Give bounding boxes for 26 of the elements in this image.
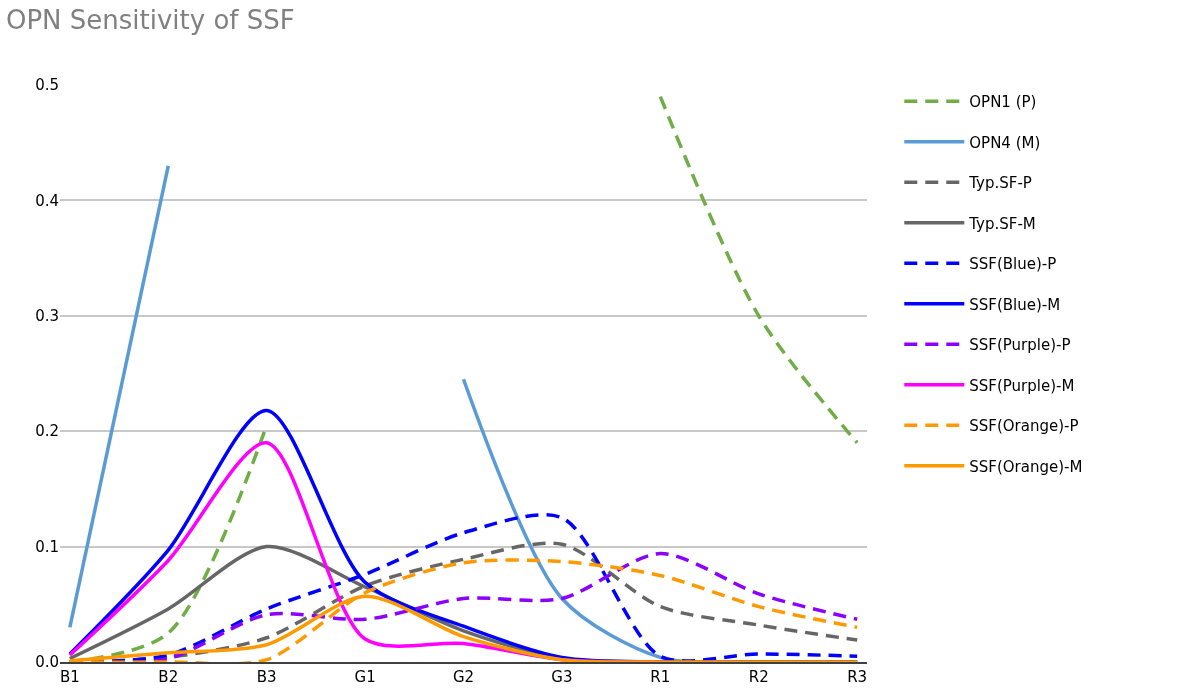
y-tick-label: 0.4 [35,191,59,210]
y-tick-label: 0.3 [35,307,59,326]
x-tick-label: R2 [748,668,769,686]
y-tick-label: 0.0 [35,653,59,672]
legend-label: SSF(Orange)-P [969,417,1079,436]
y-tick-label: 0.1 [35,537,59,556]
chart-title: OPN Sensitivity of SSF [5,4,295,35]
legend-label: Typ.SF-M [968,214,1036,233]
legend-label: SSF(Purple)-M [969,376,1075,395]
x-tick-label: B3 [256,668,277,686]
x-tick-label: R3 [847,668,868,686]
x-tick-label: G2 [452,668,475,686]
x-tick-label: B1 [59,668,80,686]
legend-label: Typ.SF-P [968,174,1032,193]
legend-label: SSF(Blue)-P [969,255,1057,274]
x-tick-label: G3 [551,668,573,686]
legend-label: SSF(Blue)-M [969,295,1061,314]
legend-label: OPN4 (M) [969,133,1041,152]
x-tick-label: G1 [354,668,376,686]
y-tick-label: 0.2 [35,422,59,441]
y-tick-label: 0.5 [35,76,59,95]
legend-label: SSF(Orange)-M [969,457,1083,476]
x-tick-label: B2 [158,668,179,686]
legend-label: OPN1 (P) [969,93,1037,112]
x-tick-label: R1 [650,668,671,686]
legend-label: SSF(Purple)-P [969,336,1071,355]
